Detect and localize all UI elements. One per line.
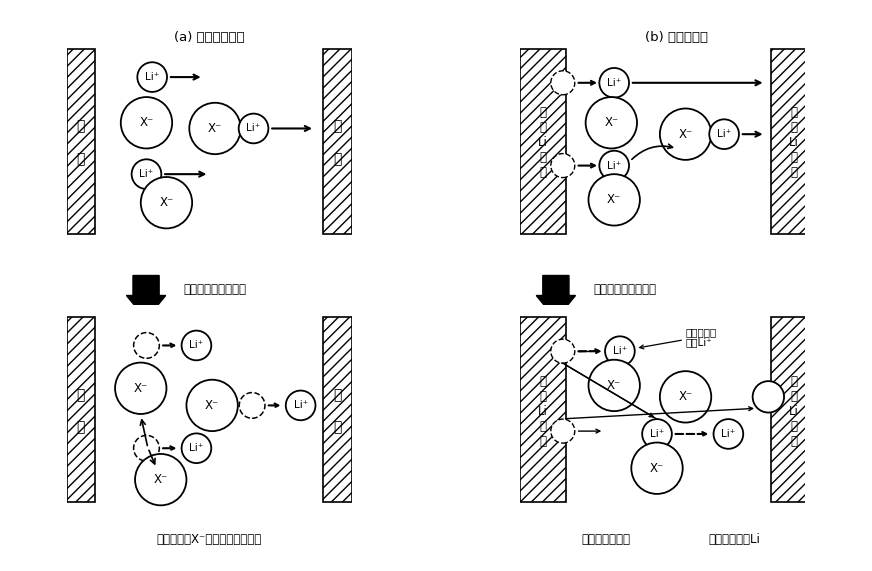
Text: X⁻: X⁻ (153, 473, 168, 486)
Text: X⁻: X⁻ (160, 196, 174, 209)
Text: 金
属
Li
正
極: 金 属 Li 正 極 (538, 375, 548, 448)
Circle shape (551, 339, 575, 363)
Circle shape (660, 108, 712, 160)
Circle shape (642, 419, 671, 449)
Text: Li⁺: Li⁺ (189, 340, 203, 351)
Text: X⁻: X⁻ (133, 382, 148, 395)
Text: 溶け出して: 溶け出して (685, 328, 717, 337)
Text: Li⁺: Li⁺ (717, 129, 732, 139)
Bar (520, 317, 566, 502)
Text: Li⁺: Li⁺ (294, 400, 308, 411)
Circle shape (589, 360, 640, 411)
Text: X⁻: X⁻ (678, 391, 692, 403)
Text: 正

極: 正 極 (77, 119, 85, 166)
Circle shape (133, 332, 160, 359)
Text: 電圧をかけ続けると: 電圧をかけ続けると (183, 283, 246, 296)
Circle shape (551, 154, 575, 178)
Circle shape (709, 119, 739, 149)
Circle shape (133, 435, 160, 461)
Bar (324, 49, 352, 234)
Text: Li⁺: Li⁺ (607, 78, 622, 88)
Text: (a) 非活性化電極: (a) 非活性化電極 (174, 31, 244, 43)
Circle shape (631, 443, 683, 494)
Text: X⁻: X⁻ (140, 116, 153, 129)
Bar (771, 317, 817, 502)
Text: きたLi⁺: きたLi⁺ (685, 337, 712, 348)
Circle shape (135, 454, 187, 505)
Circle shape (187, 380, 238, 431)
Text: X⁻: X⁻ (678, 128, 692, 140)
Circle shape (181, 433, 211, 463)
Text: Li⁺: Li⁺ (650, 429, 664, 439)
Text: Li⁺: Li⁺ (607, 160, 622, 171)
Text: Li⁺: Li⁺ (140, 169, 153, 179)
Text: 電圧をかけ続けると: 電圧をかけ続けると (593, 283, 656, 296)
Circle shape (753, 381, 784, 412)
Text: 負

極: 負 極 (334, 119, 342, 166)
Text: Li⁺: Li⁺ (721, 429, 735, 439)
Circle shape (140, 177, 192, 228)
FancyArrow shape (536, 276, 576, 320)
Text: X⁻: X⁻ (607, 194, 622, 206)
Circle shape (586, 97, 637, 148)
Circle shape (189, 103, 241, 154)
Circle shape (137, 62, 167, 92)
Circle shape (551, 419, 575, 443)
Text: 金
属
Li
正
極: 金 属 Li 正 極 (538, 106, 548, 179)
Circle shape (181, 331, 211, 360)
Circle shape (599, 151, 629, 180)
Text: X⁻: X⁻ (208, 122, 222, 135)
Circle shape (551, 71, 575, 95)
Text: X⁻: X⁻ (650, 462, 664, 475)
Text: Li⁺: Li⁺ (247, 123, 261, 134)
Text: この２つのX⁻は相手が遠すぎる: この２つのX⁻は相手が遠すぎる (157, 533, 262, 546)
Text: 溶け出したあと: 溶け出したあと (581, 533, 630, 546)
Text: Li⁺: Li⁺ (145, 72, 160, 82)
Circle shape (660, 371, 712, 423)
Circle shape (121, 97, 172, 148)
Text: 析出した金属Li: 析出した金属Li (708, 533, 760, 546)
Circle shape (132, 159, 161, 189)
Text: (b) 活性化電極: (b) 活性化電極 (645, 31, 708, 43)
Circle shape (713, 419, 743, 449)
Bar (324, 317, 352, 502)
Text: Li⁺: Li⁺ (189, 443, 203, 453)
FancyArrow shape (126, 276, 166, 320)
Circle shape (239, 393, 265, 418)
Circle shape (286, 391, 316, 420)
Bar (66, 317, 95, 502)
Circle shape (605, 336, 635, 366)
Text: X⁻: X⁻ (604, 116, 618, 129)
Text: X⁻: X⁻ (607, 379, 622, 392)
Text: 金
属
Li
負
極: 金 属 Li 負 極 (789, 106, 799, 179)
Circle shape (239, 114, 269, 143)
Bar (771, 49, 817, 234)
Circle shape (115, 363, 167, 414)
Text: 負

極: 負 極 (334, 388, 342, 435)
Text: X⁻: X⁻ (205, 399, 219, 412)
Bar (66, 49, 95, 234)
Circle shape (599, 68, 629, 98)
Text: 正

極: 正 極 (77, 388, 85, 435)
Bar (520, 49, 566, 234)
Text: 金
属
Li
負
極: 金 属 Li 負 極 (789, 375, 799, 448)
Text: Li⁺: Li⁺ (613, 346, 627, 356)
Circle shape (589, 174, 640, 226)
